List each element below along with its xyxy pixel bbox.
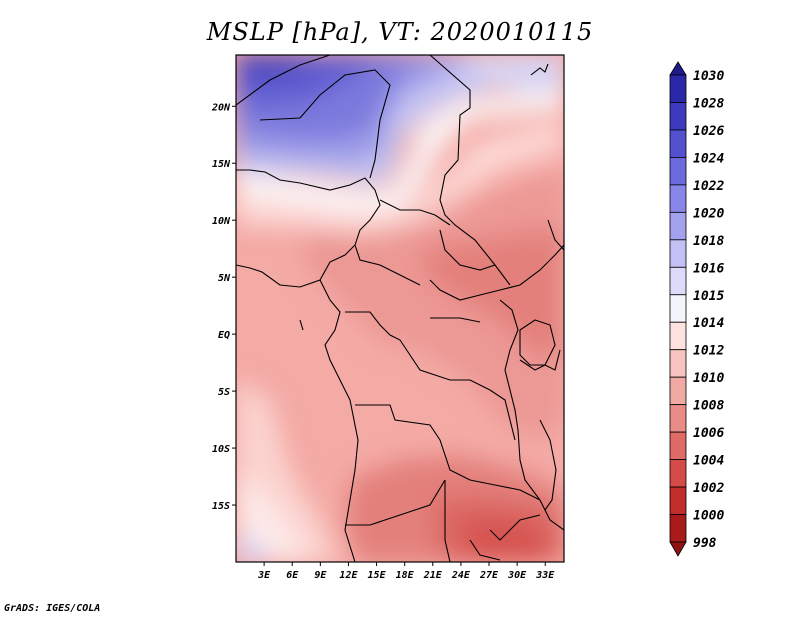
lon-tick-label: 24E <box>451 570 471 581</box>
colorbar-swatch <box>669 157 687 186</box>
lon-tick-label: 21E <box>423 570 443 581</box>
colorbar-level-label: 998 <box>693 536 717 551</box>
colorbar-swatch <box>669 102 687 131</box>
colorbar-level-label: 1026 <box>693 124 724 139</box>
colorbar-level-label: 1016 <box>693 261 724 276</box>
colorbar-swatch <box>669 349 687 378</box>
colorbar-level-label: 1015 <box>693 289 724 304</box>
colorbar-level-label: 1006 <box>693 426 724 441</box>
colorbar-swatch <box>669 184 687 213</box>
lat-tick-label: 10S <box>212 444 230 455</box>
coastlines-borders <box>236 55 564 562</box>
colorbar-swatch <box>669 74 687 103</box>
colorbar-level-label: 1028 <box>693 96 724 111</box>
colorbar-level-label: 1002 <box>693 481 724 496</box>
colorbar-level-label: 1004 <box>693 454 724 469</box>
colorbar-swatch <box>669 514 687 543</box>
colorbar-level-label: 1030 <box>693 69 724 84</box>
lon-tick-label: 33E <box>535 570 555 581</box>
lat-tick-label: EQ <box>218 330 230 341</box>
colorbar-swatch <box>669 239 687 268</box>
map-title: MSLP [hPa], VT: 2020010115 <box>206 18 594 46</box>
lon-tick-label: 3E <box>257 570 271 581</box>
colorbar-swatch <box>669 266 687 296</box>
colorbar-level-label: 1008 <box>693 399 724 414</box>
colorbar-swatch <box>669 211 687 241</box>
lat-tick-label: 5N <box>218 273 231 284</box>
colorbar-level-label: 1020 <box>693 206 724 221</box>
colorbar-swatch <box>669 459 687 488</box>
lat-tick-label: 5S <box>218 387 230 398</box>
lon-tick-label: 15E <box>368 570 387 581</box>
lon-tick-label: 27E <box>479 570 499 581</box>
lat-tick-label: 15S <box>212 501 230 512</box>
lat-tick-label: 15N <box>212 159 231 170</box>
colorbar-swatch <box>669 294 687 323</box>
longitude-axis: 3E 6E 9E 12E 15E 18E 21E 24E 27E 30E 33E <box>257 562 555 581</box>
colorbar-swatch <box>669 431 687 460</box>
latitude-axis: 20N 15N 10N 5N EQ 5S 10S 15S <box>211 102 236 512</box>
colorbar-level-label: 1018 <box>693 234 724 249</box>
colorbar-top-triangle <box>669 61 687 76</box>
pressure-field <box>236 55 564 562</box>
colorbar-swatch <box>669 404 687 433</box>
colorbar-swatch <box>669 376 687 406</box>
colorbar-level-label: 1012 <box>693 344 724 359</box>
lon-tick-label: 18E <box>396 570 415 581</box>
lon-tick-label: 9E <box>314 570 327 581</box>
grads-credit: GrADS: IGES/COLA <box>4 603 101 614</box>
lon-tick-label: 30E <box>507 570 527 581</box>
map-frame <box>235 54 565 563</box>
colorbar-swatch <box>669 129 687 158</box>
colorbar-level-label: 1000 <box>693 509 724 524</box>
colorbar-level-label: 1022 <box>693 179 724 194</box>
lat-tick-label: 20N <box>211 102 231 113</box>
lon-tick-label: 12E <box>339 570 358 581</box>
colorbar-swatch <box>669 486 687 515</box>
colorbar-swatch <box>669 321 687 351</box>
lat-tick-label: 10N <box>212 216 231 227</box>
colorbar-level-label: 1010 <box>693 371 724 386</box>
colorbar-level-label: 1014 <box>693 316 724 331</box>
colorbar: 1030 1028 1026 1024 1022 1020 1018 1016 1015 1014… <box>669 61 724 557</box>
lon-tick-label: 6E <box>286 570 299 581</box>
colorbar-bottom-triangle <box>669 541 687 557</box>
colorbar-level-label: 1024 <box>693 151 724 166</box>
